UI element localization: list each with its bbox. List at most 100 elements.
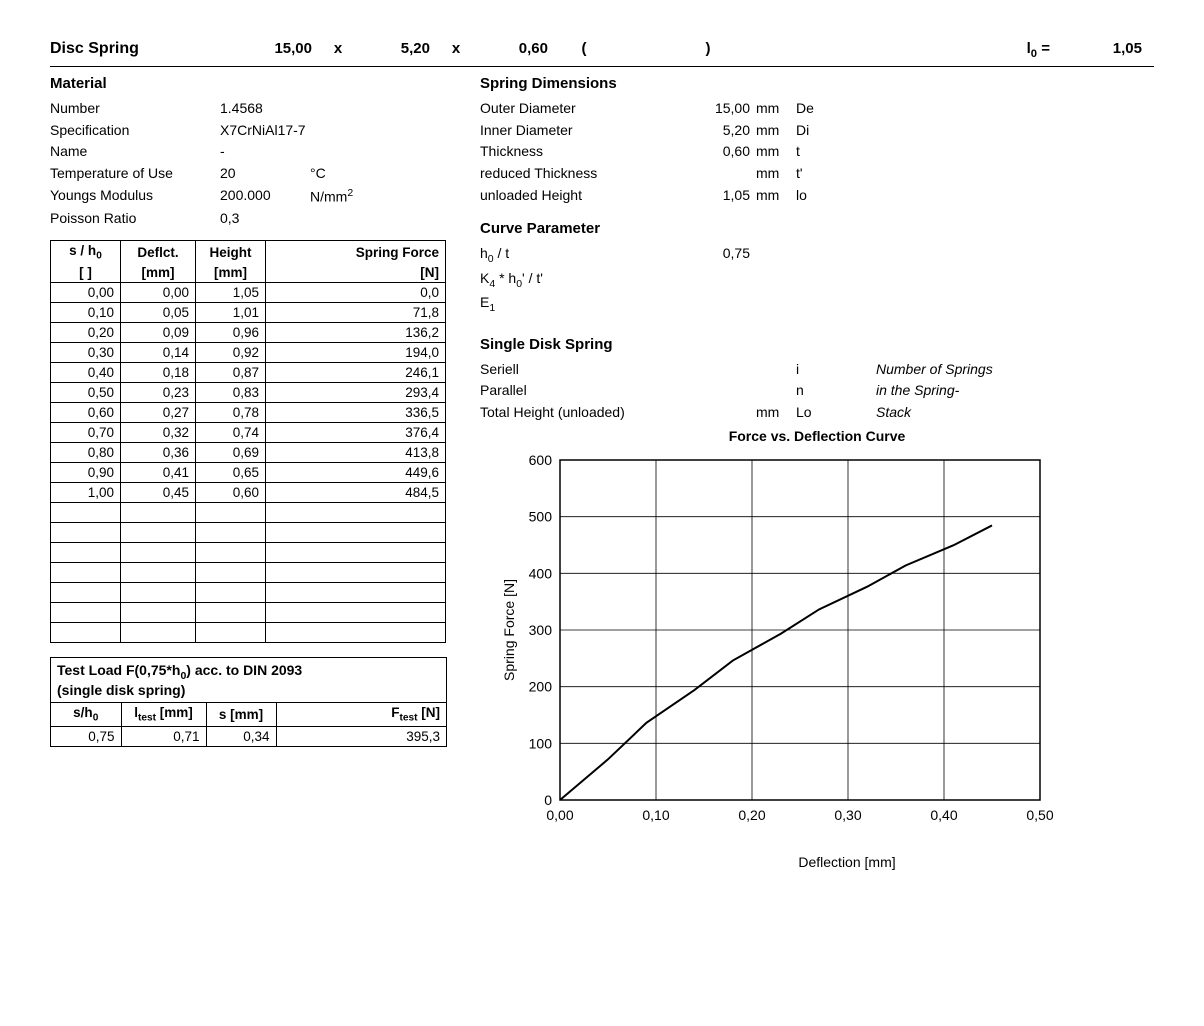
table-row: 0,100,051,0171,8 [51,303,446,323]
svg-text:0: 0 [544,792,552,808]
table-row-empty [51,563,446,583]
dim-symbol: lo [796,185,836,207]
svg-text:0,20: 0,20 [738,807,765,823]
table-row: 0,600,270,78336,5 [51,403,446,423]
page-title: Disc Spring [50,40,230,58]
dim-unit: mm [756,185,796,207]
curveparam-title: Curve Parameter [480,220,1154,237]
singlespring-title: Single Disk Spring [480,336,1154,353]
dim-label: Thickness [480,141,680,163]
chart-title: Force vs. Deflection Curve [480,428,1154,444]
ss-note: Number of Springs [876,359,993,381]
table-row: 0,500,230,83293,4 [51,383,446,403]
ss-symbol: i [796,359,836,381]
table-row: 0,900,410,65449,6 [51,463,446,483]
testload-table: s/h0ltest [mm]s [mm]Ftest [N] 0,750,710,… [51,702,446,746]
dim-label: reduced Thickness [480,163,680,185]
svg-text:500: 500 [529,508,553,524]
dim-value: 1,05 [680,185,756,207]
svg-text:100: 100 [529,735,553,751]
dimensions-block: Outer Diameter 15,00 mm DeInner Diameter… [480,98,1154,206]
material-label: Temperature of Use [50,163,220,185]
table-row: 0,300,140,92194,0 [51,343,446,363]
svg-text:Spring Force [N]: Spring Force [N] [501,579,517,681]
hdr-l0-val: 1,05 [1062,40,1142,57]
testload-box: Test Load F(0,75*h0) acc. to DIN 2093 (s… [50,657,447,746]
material-block: Number 1.4568 Specification X7CrNiAl17-7… [50,98,450,230]
ss-note: Stack [876,402,911,424]
material-value: X7CrNiAl17-7 [220,120,310,142]
dim-label: unloaded Height [480,185,680,207]
dim-label: Inner Diameter [480,120,680,142]
dim-value: 5,20 [680,120,756,142]
cp-value [680,268,756,292]
table-row: 0,400,180,87246,1 [51,363,446,383]
cp-label: E1 [480,292,680,316]
singlespring-block: Seriell i Number of Springs Parallel n in… [480,359,1154,424]
dim-value: 15,00 [680,98,756,120]
ss-label: Seriell [480,359,680,381]
cp-label: h0 / t [480,243,680,267]
ss-symbol: Lo [796,402,836,424]
table-row-empty [51,603,446,623]
cp-label: K4 * h0' / t' [480,268,680,292]
ss-label: Parallel [480,380,680,402]
material-value: 20 [220,163,310,185]
svg-text:0,40: 0,40 [930,807,957,823]
table-row: 0,800,360,69413,8 [51,443,446,463]
material-label: Specification [50,120,220,142]
svg-text:0,30: 0,30 [834,807,861,823]
dim-value: 0,60 [680,141,756,163]
material-unit: N/mm2 [310,185,370,208]
svg-text:0,50: 0,50 [1026,807,1053,823]
hdr-l0-label: l0 = [1010,40,1050,60]
material-unit [310,120,370,142]
dim-symbol: t [796,141,836,163]
table-row: 1,000,450,60484,5 [51,483,446,503]
material-unit [310,98,370,120]
dim-symbol: Di [796,120,836,142]
material-unit [310,141,370,163]
cp-value: 0,75 [680,243,756,267]
hdr-val-3: 0,60 [478,40,552,57]
dim-unit: mm [756,120,796,142]
hdr-val-1: 15,00 [242,40,316,57]
testload-sub: (single disk spring) [51,682,446,702]
dim-symbol: De [796,98,836,120]
dimensions-title: Spring Dimensions [480,75,1154,92]
material-value: 1.4568 [220,98,310,120]
material-value: 200.000 [220,185,310,208]
material-value: 0,3 [220,208,310,230]
hdr-paren-close: ) [688,40,728,57]
deflection-table: s / h0Deflct.HeightSpring Force[ ][mm][m… [50,240,446,644]
svg-text:400: 400 [529,565,553,581]
ss-symbol: n [796,380,836,402]
material-label: Youngs Modulus [50,185,220,208]
table-row-empty [51,583,446,603]
chart: 0,000,100,200,300,400,500100200300400500… [500,450,1060,850]
dim-unit: mm [756,141,796,163]
ss-value [680,359,756,381]
dim-unit: mm [756,163,796,185]
dim-unit: mm [756,98,796,120]
svg-text:200: 200 [529,678,553,694]
material-label: Poisson Ratio [50,208,220,230]
curveparam-block: h0 / t 0,75K4 * h0' / t' E1 [480,243,1154,315]
material-title: Material [50,75,450,92]
testload-title: Test Load F(0,75*h0) acc. to DIN 2093 [51,658,446,682]
table-row-empty [51,543,446,563]
svg-text:300: 300 [529,622,553,638]
hdr-x-2: x [446,40,466,57]
chart-xlabel: Deflection [mm] [540,854,1154,870]
material-label: Number [50,98,220,120]
hdr-paren-open: ( [564,40,604,57]
table-row-empty [51,503,446,523]
table-row-empty [51,623,446,643]
ss-note: in the Spring- [876,380,959,402]
ss-value [680,380,756,402]
table-row: 0,700,320,74376,4 [51,423,446,443]
material-value: - [220,141,310,163]
svg-text:0,00: 0,00 [546,807,573,823]
material-label: Name [50,141,220,163]
hdr-x-1: x [328,40,348,57]
